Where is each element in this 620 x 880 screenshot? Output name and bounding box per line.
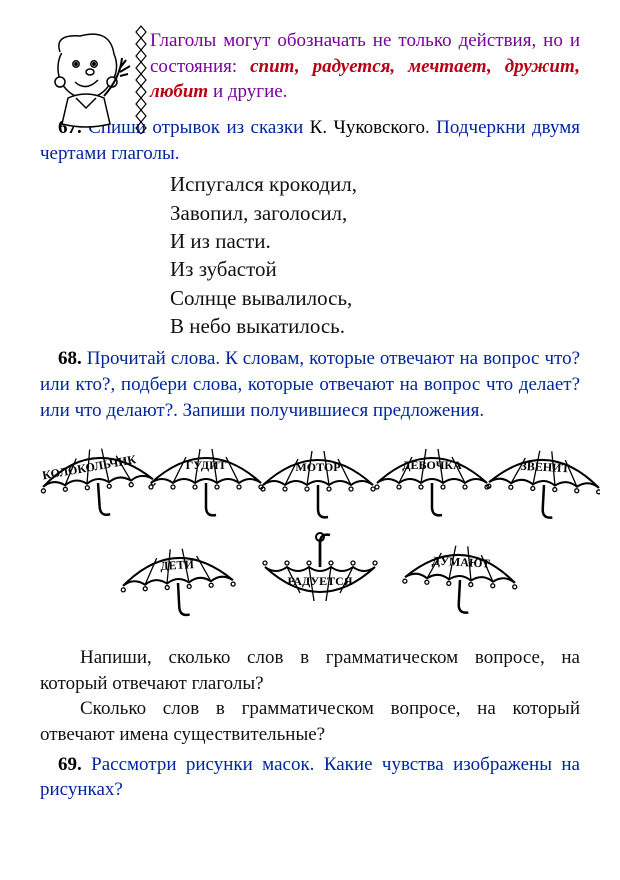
followup-question-1: Напиши, сколько слов в грамматическом во…: [40, 645, 580, 696]
instr-text: Прочитай слова. К словам, которые отвеча…: [40, 348, 580, 420]
decorative-border-icon: [134, 24, 148, 134]
exercise-68-instruction: 68. Прочитай слова. К словам, которые от…: [40, 346, 580, 423]
poem-line: Испугался крокодил,: [170, 170, 580, 198]
instr-text: Рассмотри рисунки масок. Какие чувства и…: [40, 754, 580, 801]
exercise-number: 68.: [58, 348, 82, 369]
poem-line: Из зубастой: [170, 255, 580, 283]
svg-text:ДЕТИ: ДЕТИ: [160, 557, 195, 573]
intro-block: Глаголы могут обозначать не только дейст…: [40, 28, 580, 105]
poem-line: И из пасти.: [170, 227, 580, 255]
cartoon-character-icon: [40, 24, 135, 129]
svg-text:РАДУЕТСЯ: РАДУЕТСЯ: [287, 574, 352, 588]
umbrellas-illustration: КОЛОКОЛЬЧИК ГУДИТ МОТОР ДЕВОЧКА ЗВЕНИТ Д…: [40, 425, 600, 645]
svg-text:МОТОР: МОТОР: [295, 460, 340, 474]
poem-line: Солнце вывалилось,: [170, 284, 580, 312]
poem-block: Испугался крокодил, Завопил, заголосил, …: [170, 170, 580, 340]
poem-line: Завопил, заголосил,: [170, 199, 580, 227]
exercise-number: 69.: [58, 754, 82, 775]
svg-text:ГУДИТ: ГУДИТ: [186, 458, 227, 472]
exercise-69-instruction: 69. Рассмотри рисунки масок. Какие чувст…: [40, 752, 580, 803]
svg-text:ЗВЕНИТ: ЗВЕНИТ: [520, 459, 570, 476]
author-name: К. Чуковского: [310, 117, 425, 138]
poem-line: В небо выкатилось.: [170, 312, 580, 340]
followup-question-2: Сколько слов в грамматическом вопросе, н…: [40, 696, 580, 747]
svg-text:ДЕВОЧКА: ДЕВОЧКА: [402, 458, 462, 472]
intro-text-after: и другие.: [208, 81, 287, 102]
